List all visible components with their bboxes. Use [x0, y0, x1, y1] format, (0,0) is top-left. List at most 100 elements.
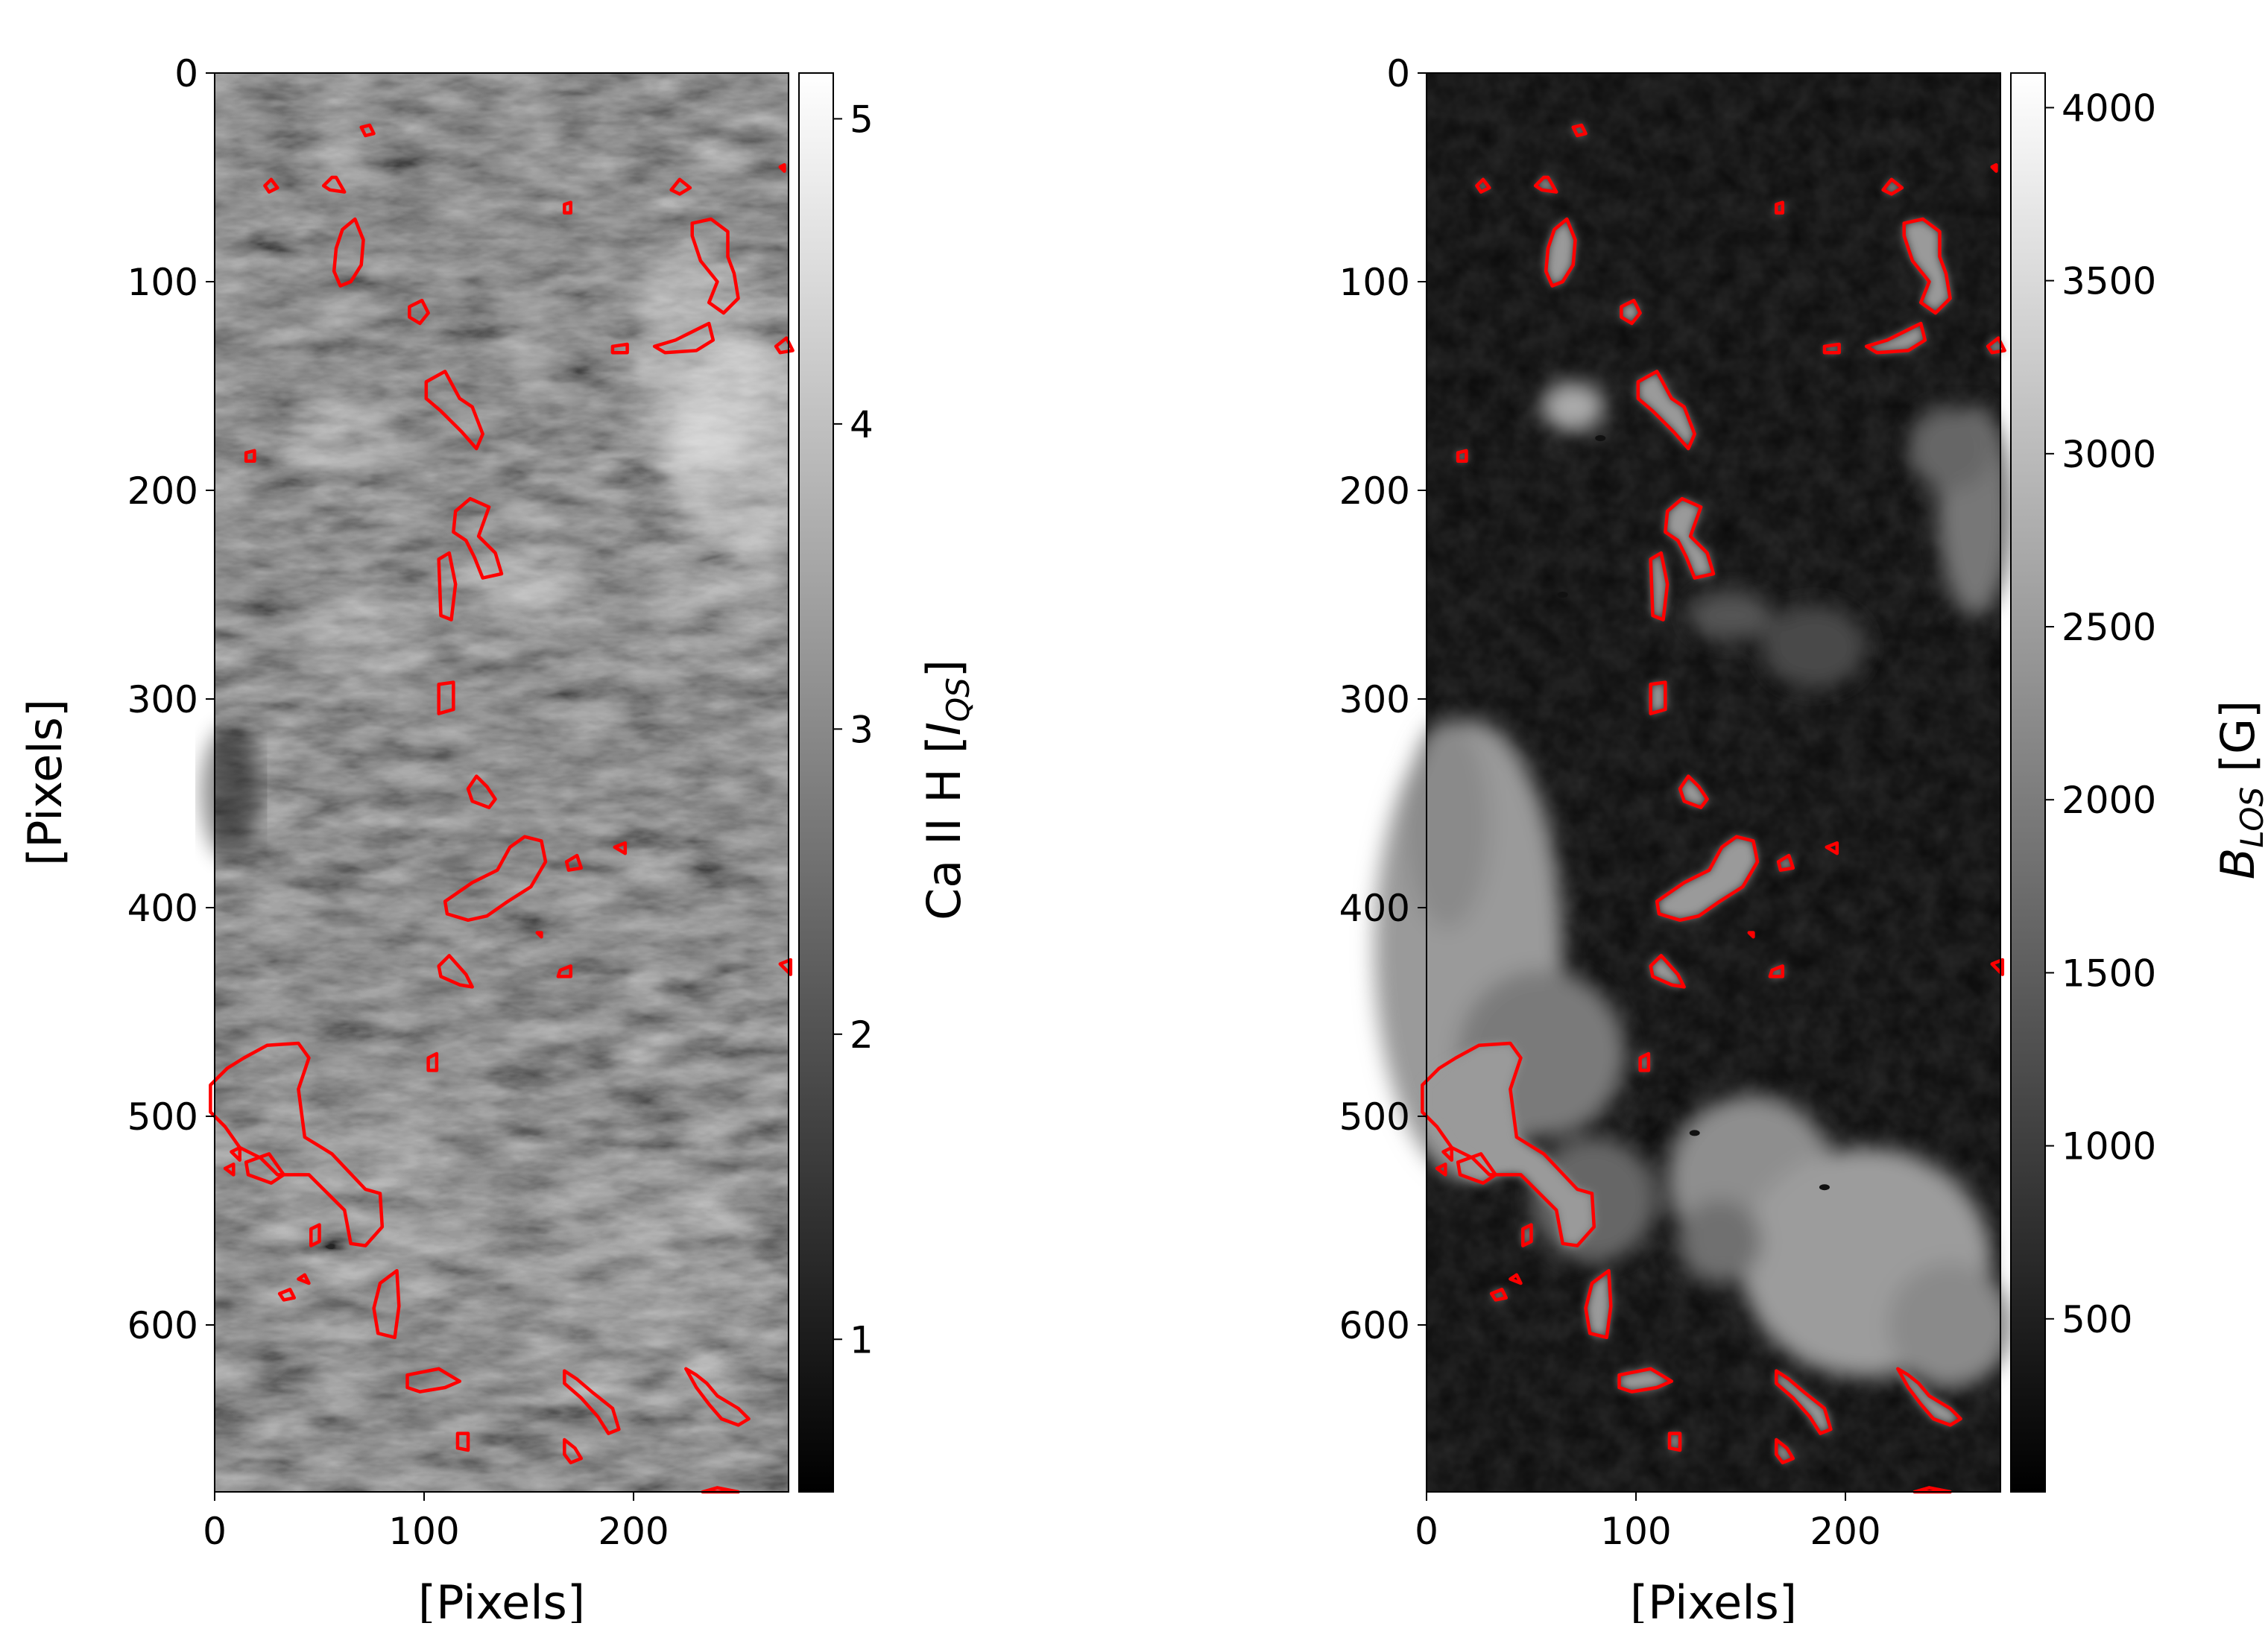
contour	[1990, 162, 1998, 173]
contour	[332, 217, 365, 288]
b-los-panel: 0 100 200 300 400 500 600 0 100 200 [Pixels] 500…	[1339, 52, 2268, 1626]
y-tick-label: 200	[127, 469, 198, 513]
x-tick-label: 200	[1810, 1510, 1880, 1553]
ca-ii-h-colorbar: 1 2 3 4 5	[798, 72, 874, 1493]
bright-regions	[277, 240, 833, 1408]
b-los-colorbar: 500 1000 1500 2000 2500 3000 3500 4000	[2010, 72, 2156, 1493]
contour	[277, 1288, 297, 1302]
contour	[1747, 931, 1755, 939]
y-tick-label: 100	[1339, 261, 1410, 304]
colorbar-tick-label: 2	[850, 1013, 874, 1057]
contour	[652, 321, 716, 355]
ca-ii-h-y-ticks: 0 100 200 300 400 500 600	[127, 52, 215, 1347]
contour	[1509, 1273, 1523, 1285]
contour	[1881, 177, 1904, 196]
contour	[1776, 853, 1795, 872]
contour	[1649, 680, 1667, 715]
colorbar-tick-label: 4	[850, 403, 874, 446]
contour	[437, 551, 458, 621]
x-tick-label: 200	[598, 1510, 669, 1553]
b-los-colorbar-label: BLOS [G]	[2211, 700, 2268, 880]
contour	[556, 964, 572, 978]
dark-spot	[1595, 435, 1606, 441]
colorbar-tick-label: 1	[850, 1318, 874, 1361]
contour	[1571, 123, 1588, 138]
x-tick-label: 0	[1415, 1510, 1438, 1553]
contour	[1636, 370, 1696, 451]
contour	[1655, 835, 1760, 923]
y-tick-label: 500	[127, 1095, 198, 1139]
ca-ii-h-panel: 0 100 200 300 400 500 600 0 100 200 [Pixels] [Pi…	[18, 52, 976, 1626]
contour	[1638, 1051, 1651, 1072]
ca-ii-h-x-ticks: 0 100 200	[203, 1492, 669, 1553]
colorbar-tick-label: 3500	[2062, 260, 2156, 303]
contour	[1775, 1369, 1833, 1435]
contour	[1902, 217, 1952, 315]
dark-spot	[1689, 1130, 1700, 1136]
ca-ii-h-contours	[209, 123, 795, 1494]
b-los-y-ticks: 0 100 200 300 400 500 600	[1339, 52, 1427, 1347]
b-los-x-axis-label: [Pixels]	[1630, 1575, 1797, 1623]
contour	[1435, 1162, 1447, 1177]
contour	[564, 853, 584, 872]
contour	[1825, 841, 1839, 855]
colorbar-tick-label: 1500	[2062, 952, 2156, 995]
contour	[1617, 1367, 1674, 1394]
contour	[424, 370, 484, 451]
contour	[1986, 336, 2006, 355]
contour	[1544, 217, 1577, 288]
y-tick-label: 500	[1339, 1095, 1410, 1139]
contour	[426, 1051, 439, 1072]
contour	[1896, 1367, 1962, 1427]
contour	[613, 841, 628, 855]
b-los-frame	[1426, 72, 2001, 1493]
x-tick-label: 0	[203, 1510, 227, 1553]
colorbar-tick-label: 2500	[2062, 606, 2156, 649]
ca-ii-h-frame	[214, 72, 789, 1493]
contour	[690, 217, 740, 315]
contour	[1533, 175, 1558, 194]
b-los-x-ticks: 0 100 200	[1415, 1492, 1881, 1553]
contour	[1667, 1432, 1682, 1452]
contour	[230, 1145, 241, 1162]
contour	[244, 1152, 285, 1185]
colorbar-gradient	[798, 72, 834, 1493]
contour	[1456, 449, 1468, 464]
contour	[684, 1367, 751, 1427]
contour	[209, 1041, 385, 1247]
contour	[437, 954, 474, 989]
contour	[223, 1162, 236, 1177]
contour	[1678, 774, 1709, 809]
contour	[455, 1432, 470, 1452]
contour	[1649, 551, 1670, 621]
contour	[535, 931, 543, 939]
contour	[372, 1268, 401, 1340]
ca-ii-h-y-axis-label: [Pixels]	[18, 699, 72, 866]
ca-ii-h-image	[201, 73, 833, 1492]
contour	[263, 177, 279, 194]
contour	[405, 1367, 462, 1394]
contour	[669, 177, 692, 196]
contour	[1584, 1268, 1613, 1340]
y-tick-label: 300	[1339, 678, 1410, 721]
contour	[1768, 964, 1784, 978]
contour	[466, 774, 497, 809]
b-los-contours	[1421, 123, 2006, 1494]
y-tick-label: 100	[127, 261, 198, 304]
contour	[408, 298, 430, 326]
contour	[437, 680, 455, 715]
contour	[1664, 496, 1716, 580]
contour	[774, 336, 795, 355]
y-tick-label: 0	[1386, 52, 1410, 95]
contour	[1822, 342, 1841, 355]
colorbar-tick-label: 2000	[2062, 779, 2156, 822]
x-tick-label: 100	[388, 1510, 459, 1553]
colorbar-tick-label: 3000	[2062, 433, 2156, 476]
ca-ii-h-x-axis-label: [Pixels]	[418, 1575, 585, 1623]
contour	[610, 342, 629, 355]
contour	[321, 175, 347, 194]
contour	[778, 958, 793, 976]
contour	[443, 835, 548, 923]
